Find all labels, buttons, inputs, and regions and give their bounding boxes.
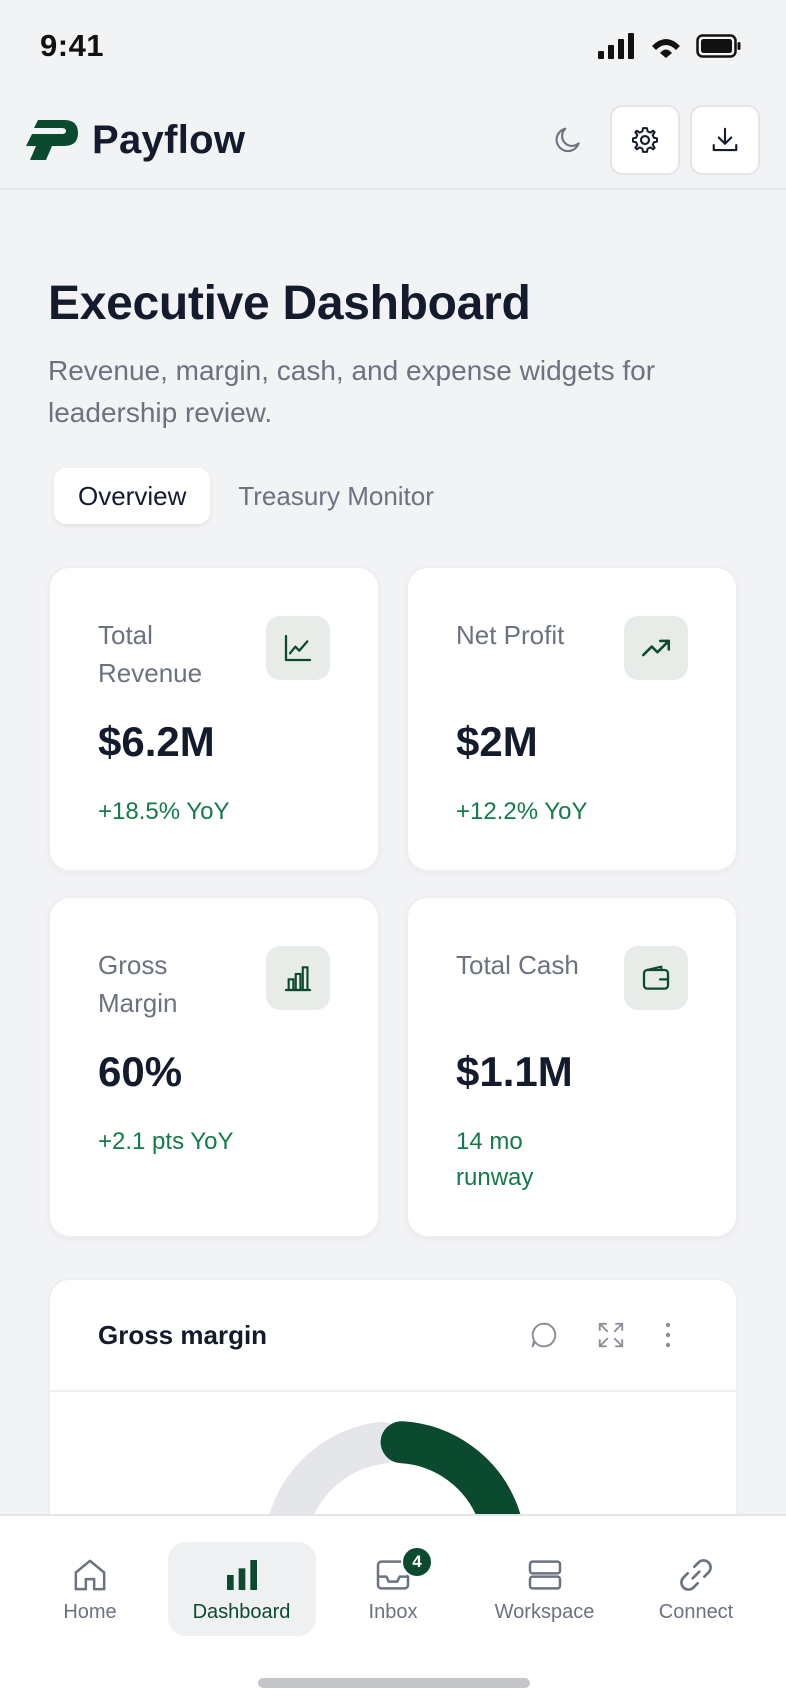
kpi-change: +12.2% YoY [456,798,588,825]
page-subtitle: Revenue, margin, cash, and expense widge… [48,355,656,428]
nav-item-inbox[interactable]: 4 Inbox [319,1542,467,1636]
kpi-value: $6.2M [98,718,215,765]
nav-item-workspace[interactable]: Workspace [471,1542,619,1636]
tab-treasury-monitor[interactable]: Treasury Monitor [238,480,434,511]
nav-item-home[interactable]: Home [16,1542,164,1636]
kpi-value: $2M [456,718,538,765]
page-title: Executive Dashboard [48,277,531,330]
status-icons [598,33,742,59]
inbox-badge: 4 [401,1546,433,1578]
home-indicator [258,1678,530,1688]
kpi-label: Gross Margin [98,950,178,1018]
tab-overview[interactable]: Overview [54,468,211,524]
settings-button[interactable] [610,105,680,175]
app-header: Payflow [0,92,786,190]
widget-title: Gross margin [98,1319,268,1350]
kpi-change: +2.1 pts YoY [98,1128,234,1155]
kpi-card-total-cash[interactable]: Total Cash $1.1M 14 mo runway [406,896,738,1238]
nav-item-connect[interactable]: Connect [622,1542,770,1636]
moon-icon [555,127,580,153]
widget-actions [528,1319,674,1351]
kpi-icon-container [266,946,330,1010]
comment-icon[interactable] [528,1319,560,1351]
gross-margin-widget: Gross margin [48,1278,738,1538]
kpi-card-net-profit[interactable]: Net Profit $2M +12.2% YoY [406,566,738,872]
view-tabs: Overview Treasury Monitor [54,468,434,524]
line-chart-icon [284,634,312,662]
kpi-change: +18.5% YoY [98,798,230,825]
nav-label: Home [63,1600,117,1623]
gauge-value-arc [380,1421,526,1538]
wallet-icon [642,965,670,990]
kpi-label: Net Profit [456,620,565,650]
header-actions [536,105,760,175]
app-name: Payflow [92,117,246,162]
kpi-value: 60% [98,1048,183,1095]
download-button[interactable] [690,105,760,175]
bar-chart-icon [226,1559,257,1590]
expand-icon[interactable] [596,1320,626,1350]
nav-label: Connect [658,1600,734,1623]
download-icon [712,127,738,152]
status-bar: 9:41 [0,0,786,92]
battery-icon [696,34,741,58]
nav-items: Home Dashboard 4 Inbox Workspace [16,1542,770,1636]
nav-label: Inbox [368,1600,418,1623]
bottom-navigation: Home Dashboard 4 Inbox Workspace [0,1514,786,1704]
theme-toggle-button[interactable] [536,106,600,174]
kpi-label: Total Cash [456,950,579,980]
logo-icon [26,120,78,160]
kpi-card-total-revenue[interactable]: Total Revenue $6.2M +18.5% YoY [48,566,380,872]
gear-icon [632,127,658,153]
trending-up-icon [641,639,671,657]
kpi-label: Total Revenue [98,620,203,688]
kpi-icon-container [266,616,330,680]
nav-item-dashboard[interactable]: Dashboard [167,1542,316,1636]
kpi-card-gross-margin[interactable]: Gross Margin 60% +2.1 pts YoY [48,896,380,1238]
bar-chart-icon [284,966,312,992]
kpi-change: 14 mo runway [456,1128,534,1191]
kpi-icon-container [624,616,688,680]
kpi-icon-container [624,946,688,1010]
nav-label: Dashboard [192,1600,291,1623]
nav-label: Workspace [494,1600,595,1623]
more-vertical-icon[interactable] [662,1320,674,1350]
link-icon [680,1558,712,1591]
widget-header: Gross margin [50,1280,736,1392]
signal-icon [598,33,634,59]
home-icon [74,1559,106,1590]
wifi-icon [652,39,680,58]
workspace-icon [528,1559,561,1590]
brand[interactable]: Payflow [24,118,245,163]
kpi-value: $1.1M [456,1048,573,1095]
status-time: 9:41 [40,28,105,63]
